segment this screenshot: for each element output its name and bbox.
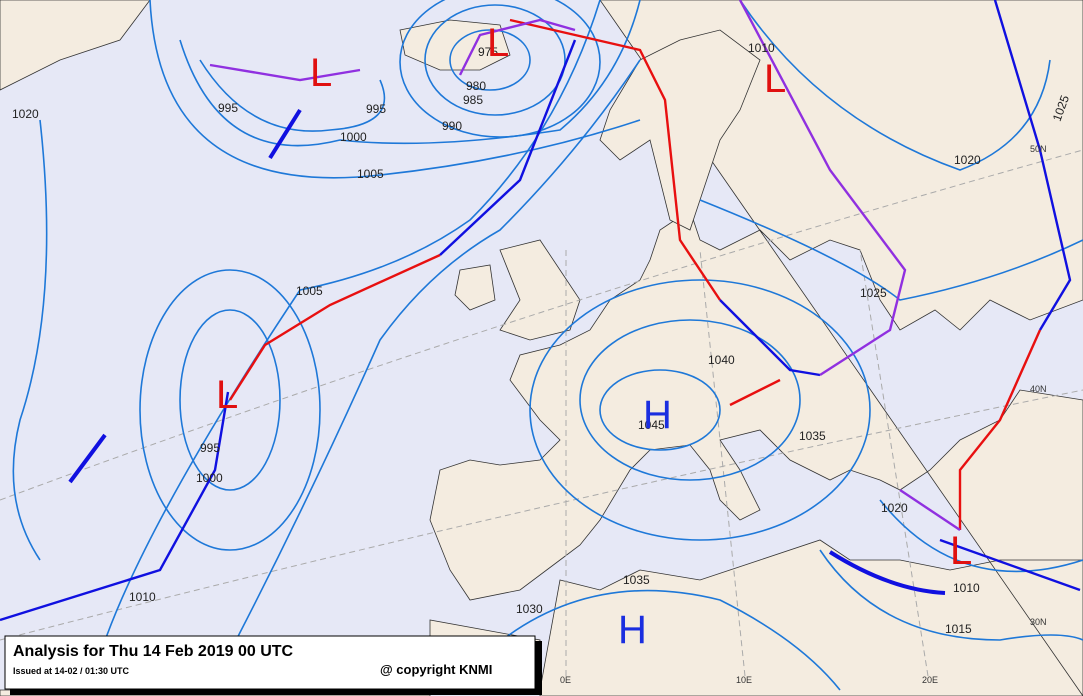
fronts: [0, 0, 1081, 622]
isobar-labels: 1020 995 995 1000 1005 990 975 980 985 1…: [12, 41, 1072, 636]
trough: [68, 108, 946, 595]
cold-front: [993, 0, 1072, 331]
graticule-labels: 50N 40N 30N 0E 10E 20E: [560, 144, 1047, 685]
isobar: [699, 199, 1083, 301]
issued: Issued at 14-02 / 01:30 UTC: [13, 666, 130, 676]
occluded-front: [458, 18, 576, 76]
isobars: [12, 0, 1083, 691]
warm-front: [958, 329, 1042, 530]
occluded-front: [738, 0, 907, 377]
cold-front: [439, 39, 577, 256]
isobar: [399, 0, 601, 138]
isobar-label: 1045: [638, 418, 665, 432]
isobar: [449, 29, 531, 91]
isobar-label: 1010: [748, 41, 775, 55]
title-box: Analysis for Thu 14 Feb 2019 00 UTC Issu…: [4, 635, 542, 695]
isobar: [149, 0, 641, 179]
isobar-label: 1035: [623, 573, 650, 587]
isobar-label: 1020: [954, 153, 981, 167]
pressure-centers: L L L L H H L: [216, 21, 972, 652]
isobar: [529, 279, 871, 541]
isobar-label: 980: [466, 79, 486, 93]
occluded-front: [209, 63, 361, 82]
cold-front: [719, 299, 821, 377]
cold-front: [0, 391, 230, 622]
low-center: L: [487, 21, 509, 65]
isobar-label: 1000: [340, 130, 367, 144]
isobar-label: 1015: [945, 622, 972, 636]
low-center: L: [950, 529, 972, 573]
isobar: [599, 369, 721, 451]
isobar-label: 1035: [799, 429, 826, 443]
isobar-label: 995: [200, 441, 220, 455]
longitude-label: 10E: [736, 675, 752, 685]
latitude-label: 50N: [1030, 144, 1047, 154]
isobar-label: 1040: [708, 353, 735, 367]
isobar-label: 985: [463, 93, 483, 107]
scandinavia: [599, 29, 761, 231]
isobar: [209, 59, 641, 691]
isobar-label: 1005: [357, 167, 384, 181]
warm-front: [729, 378, 781, 407]
isobar-label: 975: [478, 45, 498, 59]
low-center: L: [310, 51, 332, 95]
meridian: [859, 249, 929, 677]
high-center: H: [618, 608, 647, 652]
title: Analysis for Thu 14 Feb 2019 00 UTC: [13, 643, 294, 660]
isobar: [449, 589, 841, 691]
isobar: [424, 4, 566, 116]
isobar-label: 1010: [129, 590, 156, 604]
cold-front: [939, 538, 1081, 592]
isobar: [12, 119, 48, 561]
isobar-label: 995: [366, 102, 386, 116]
box: [4, 635, 536, 690]
isobar-label: 1000: [196, 471, 223, 485]
isobar: [739, 0, 1051, 171]
isobar: [819, 549, 1083, 641]
occluded-front: [899, 489, 961, 531]
longitude-label: 20E: [922, 675, 938, 685]
latitude-label: 40N: [1030, 384, 1047, 394]
isobar: [179, 309, 281, 491]
parallel: [0, 389, 1083, 641]
isobar: [579, 319, 801, 481]
isobar-label: 1010: [953, 581, 980, 595]
ireland: [454, 264, 496, 311]
isobar: [89, 0, 601, 691]
low-center: L: [764, 57, 786, 101]
parallel: [0, 149, 1083, 501]
isobar-label: 995: [218, 101, 238, 115]
isobar-label: 1005: [296, 284, 323, 298]
meridian: [699, 249, 746, 677]
isobar: [199, 59, 386, 132]
isobar-label: 1020: [881, 501, 908, 515]
warm-front: [228, 253, 441, 401]
isobar: [879, 499, 1083, 573]
longitude-label: 0E: [560, 675, 571, 685]
isobar-label: 1020: [12, 107, 39, 121]
great-britain: [499, 239, 581, 341]
warm-front: [509, 18, 721, 301]
isobar-label: 1030: [516, 602, 543, 616]
isobar-label: 1025: [860, 286, 887, 300]
latitude-label: 30N: [1030, 617, 1047, 627]
isobar-label: 990: [442, 119, 462, 133]
low-center: L: [216, 373, 238, 417]
copyright: @ copyright KNMI: [380, 662, 492, 677]
isobar: [179, 0, 641, 147]
isobar: [139, 269, 321, 551]
greenland: [0, 0, 151, 91]
high-center: H: [643, 393, 672, 437]
